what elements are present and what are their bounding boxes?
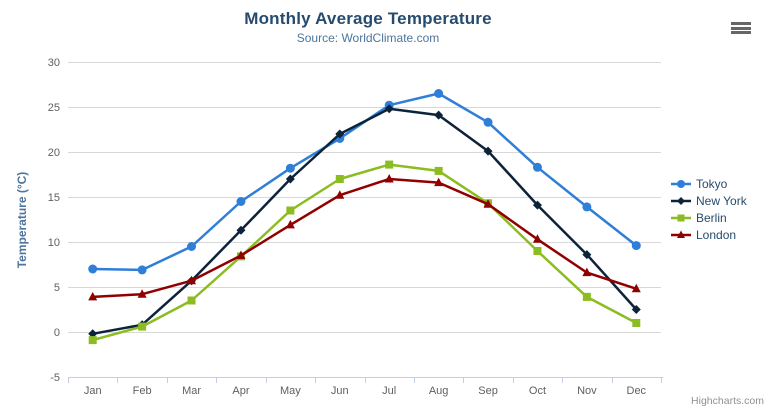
series-marker[interactable] — [187, 296, 196, 305]
legend-item-berlin[interactable]: Berlin — [671, 209, 747, 226]
series-marker[interactable] — [236, 197, 246, 206]
series-marker[interactable] — [88, 336, 97, 345]
y-axis-label: 30 — [48, 57, 60, 69]
legend-item-london[interactable]: London — [671, 226, 747, 243]
series-marker[interactable] — [632, 319, 641, 327]
x-axis-label: Jun — [331, 385, 349, 397]
chart-subtitle: Source: WorldClimate.com — [296, 31, 440, 45]
series-marker[interactable] — [384, 104, 394, 114]
series-marker[interactable] — [335, 190, 345, 199]
series-marker[interactable] — [582, 267, 592, 277]
series-marker[interactable] — [286, 206, 295, 215]
y-axis-label: 25 — [48, 102, 60, 114]
legend: Tokyo New York Berlin London — [671, 175, 747, 243]
series-tokyo[interactable] — [88, 89, 641, 275]
x-axis-label: Feb — [133, 385, 152, 397]
series-marker[interactable] — [137, 265, 147, 275]
hamburger-icon — [731, 26, 751, 30]
series-marker[interactable] — [335, 175, 344, 183]
x-axis-label: Apr — [232, 385, 249, 397]
series-line[interactable] — [91, 163, 638, 342]
series-new-york[interactable] — [88, 104, 641, 339]
series-marker[interactable] — [434, 166, 443, 175]
series-marker[interactable] — [285, 219, 295, 229]
series-london[interactable] — [88, 174, 641, 301]
series-marker[interactable] — [631, 305, 641, 314]
series-marker[interactable] — [138, 322, 147, 331]
x-axis-label: Aug — [429, 385, 449, 397]
hamburger-icon — [731, 22, 751, 25]
series-marker[interactable] — [187, 275, 197, 285]
series-marker[interactable] — [384, 174, 394, 183]
y-axis-label: 15 — [48, 192, 60, 204]
series-marker[interactable] — [677, 179, 685, 188]
x-axis-label: Oct — [529, 385, 546, 397]
series-marker[interactable] — [434, 110, 444, 120]
legend-marker-icon — [671, 179, 691, 188]
series-marker[interactable] — [483, 146, 493, 156]
y-axis-label: 5 — [54, 282, 60, 294]
series-marker[interactable] — [631, 283, 641, 293]
series-marker[interactable] — [137, 289, 147, 298]
legend-marker-icon — [671, 214, 691, 221]
x-axis-label: Mar — [182, 385, 201, 397]
x-axis-label: Jul — [382, 385, 396, 397]
series-marker[interactable] — [236, 225, 246, 235]
series-line[interactable] — [91, 107, 638, 336]
series-marker[interactable] — [582, 250, 592, 260]
y-axis-label: -5 — [50, 372, 60, 384]
series-marker[interactable] — [483, 117, 493, 127]
x-axis-label: Dec — [627, 385, 647, 397]
series-marker[interactable] — [677, 196, 685, 205]
series-marker[interactable] — [532, 162, 542, 172]
legend-marker-icon — [671, 196, 691, 205]
series-marker[interactable] — [582, 202, 592, 212]
series-marker[interactable] — [385, 160, 394, 169]
x-axis-label: Jan — [84, 385, 102, 397]
series-line[interactable] — [91, 177, 638, 299]
y-axis-title: Temperature (°C) — [15, 171, 29, 269]
series-line[interactable] — [91, 92, 638, 272]
series-marker[interactable] — [187, 242, 197, 251]
y-axis-label: 20 — [48, 147, 60, 159]
legend-item-new-york[interactable]: New York — [671, 192, 747, 209]
series-marker[interactable] — [532, 234, 542, 243]
legend-label: New York — [696, 193, 747, 208]
legend-marker-icon — [671, 230, 691, 238]
hamburger-icon — [731, 31, 751, 34]
legend-item-tokyo[interactable]: Tokyo — [671, 175, 747, 192]
series-marker[interactable] — [88, 291, 98, 301]
export-menu-button[interactable] — [729, 20, 753, 36]
chart-title: Monthly Average Temperature — [244, 9, 492, 28]
legend-label: Berlin — [696, 210, 727, 225]
x-axis-label: Sep — [478, 385, 498, 397]
series-marker[interactable] — [434, 89, 444, 98]
credits-link[interactable]: Highcharts.com — [691, 395, 764, 407]
series-marker[interactable] — [88, 329, 98, 339]
series-marker[interactable] — [631, 241, 641, 251]
series-marker[interactable] — [483, 199, 493, 208]
series-marker[interactable] — [335, 129, 345, 139]
series-marker[interactable] — [533, 247, 542, 255]
series-marker[interactable] — [434, 177, 444, 187]
x-axis-label: Nov — [577, 385, 597, 397]
series-marker[interactable] — [236, 250, 246, 260]
series-marker[interactable] — [285, 174, 295, 184]
series-marker[interactable] — [582, 292, 591, 301]
x-axis-label: May — [280, 385, 301, 397]
y-axis-label: 0 — [54, 327, 60, 339]
series-marker[interactable] — [677, 214, 685, 221]
legend-label: Tokyo — [696, 176, 728, 191]
series-marker[interactable] — [88, 264, 98, 274]
y-axis-label: 10 — [48, 237, 60, 249]
series-marker[interactable] — [532, 200, 542, 210]
series-marker[interactable] — [677, 230, 685, 238]
legend-label: London — [696, 227, 737, 242]
series-marker[interactable] — [285, 163, 295, 173]
